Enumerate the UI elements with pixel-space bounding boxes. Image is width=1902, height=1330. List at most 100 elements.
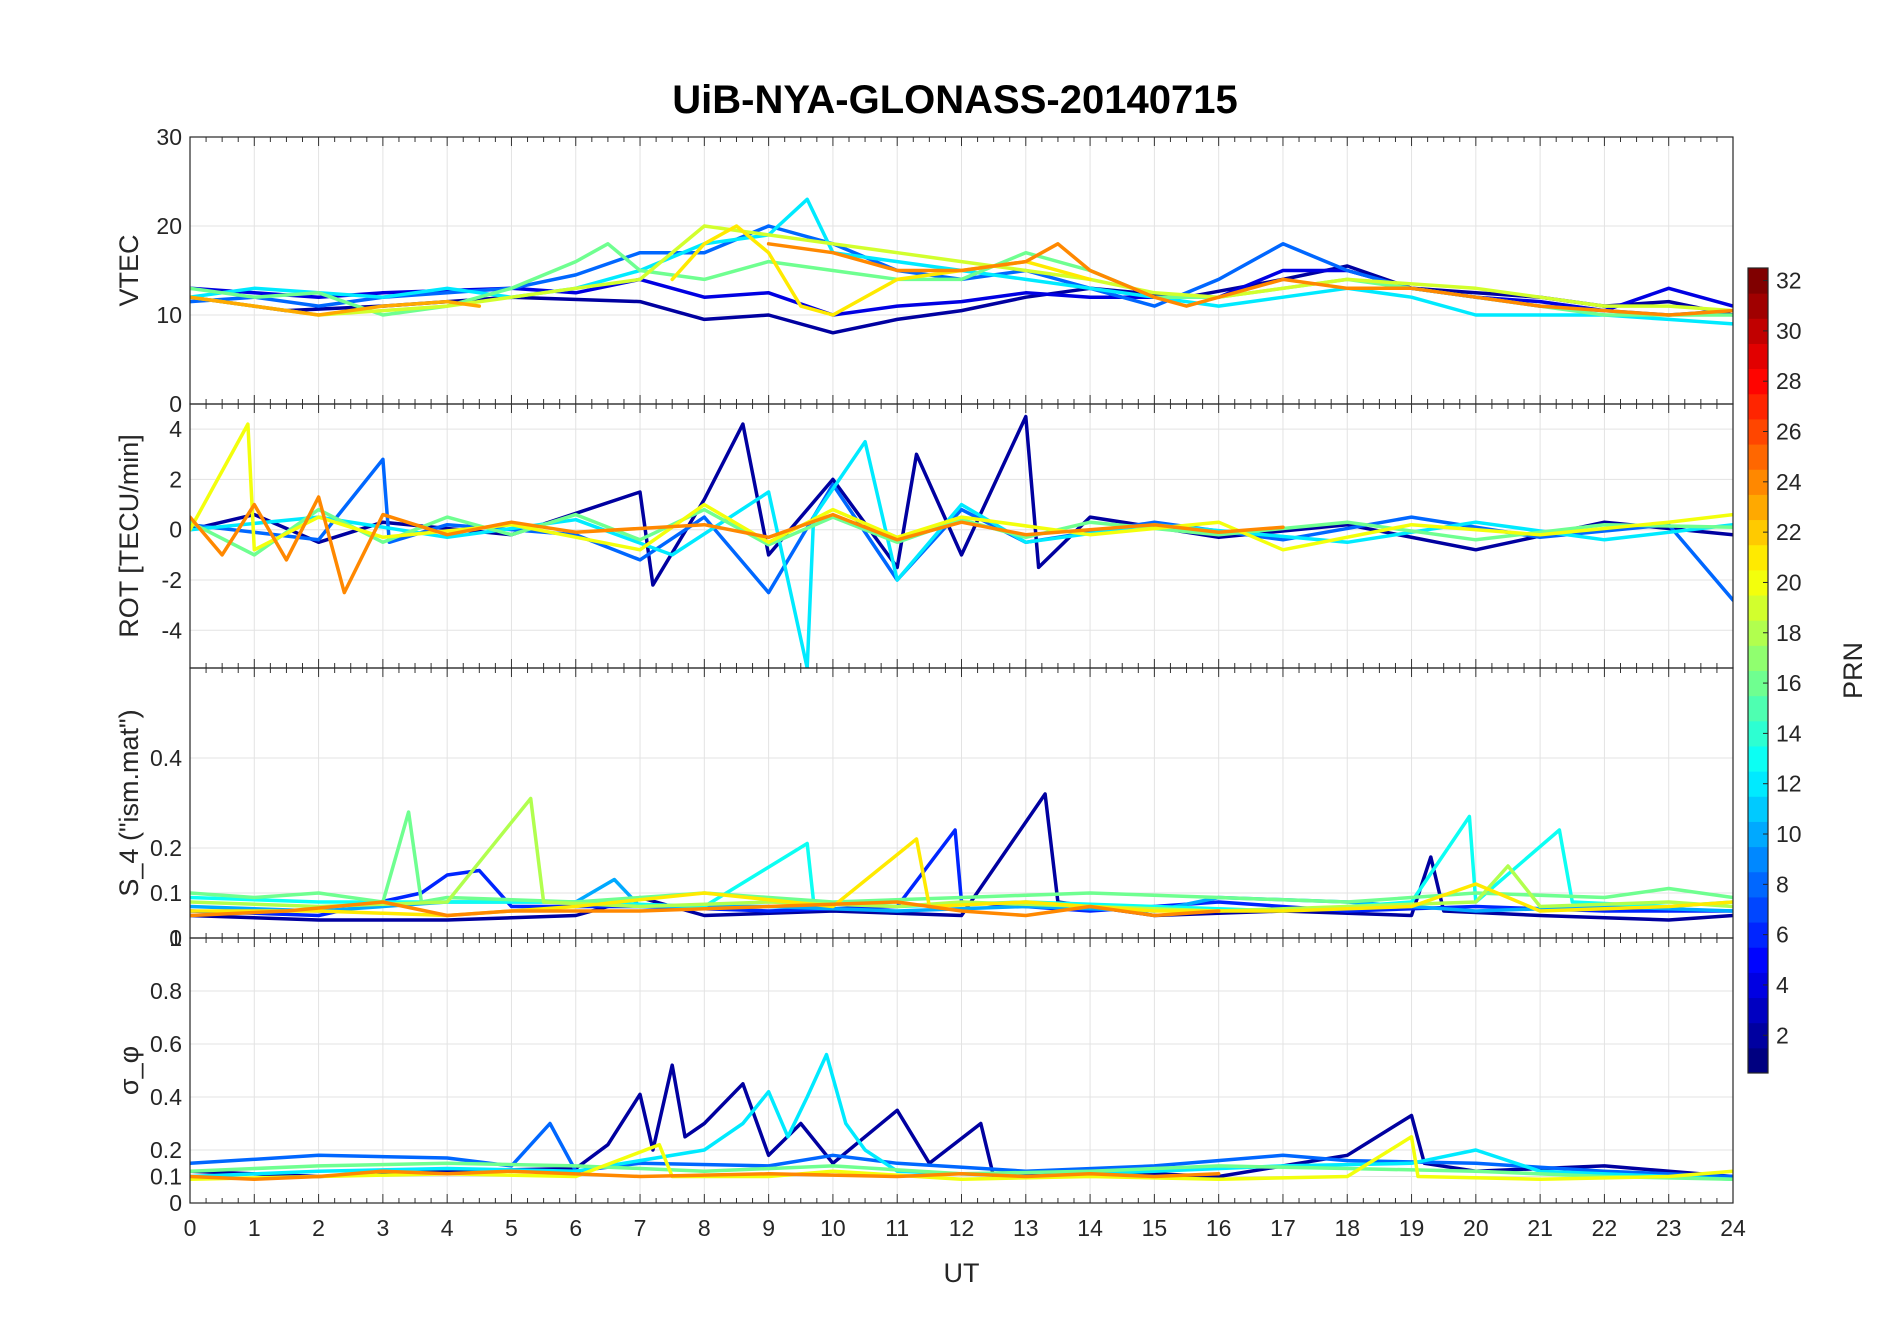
x-tick-label: 15 [1142,1215,1168,1241]
colorbar-segment [1748,645,1768,671]
x-tick-label: 12 [949,1215,975,1241]
colorbar-segment [1748,595,1768,621]
x-tick-label: 21 [1527,1215,1553,1241]
x-tick-label: 7 [634,1215,647,1241]
colorbar-tick-label: 14 [1776,720,1802,746]
colorbar-segment [1748,444,1768,470]
colorbar-label: PRN [1838,642,1868,699]
y-tick-label: 0.4 [150,1084,182,1110]
x-tick-label: 6 [569,1215,582,1241]
x-tick-label: 17 [1270,1215,1296,1241]
colorbar-tick-label: 4 [1776,972,1789,998]
colorbar-segment [1748,670,1768,697]
y-tick-label: 0.4 [150,745,182,771]
colorbar-segment [1748,1047,1768,1074]
chart-title: UiB-NYA-GLONASS-20140715 [672,78,1237,122]
x-tick-label: 13 [1013,1215,1039,1241]
x-tick-label: 10 [820,1215,846,1241]
y-tick-label: 0.1 [150,880,182,906]
panel-s4: 0 0.1 0.2 0.4S_4 ("ism.mat") [114,667,1734,951]
series-group [190,792,1733,922]
x-axis: 0 1 2 3 4 5 6 7 8 9 10 11 12 13 14 15 16 17 18 19 20 21 22 23 24… [184,1215,1746,1288]
y-tick-label: 0 [169,925,182,951]
x-tick-label: 23 [1656,1215,1682,1241]
x-tick-label: 16 [1206,1215,1232,1241]
y-axis-label: VTEC [114,234,144,306]
colorbar-tick-label: 2 [1776,1022,1789,1048]
y-tick-label: 0 [169,1190,182,1216]
colorbar-tick-label: 8 [1776,871,1789,897]
colorbar-segment [1748,544,1768,571]
colorbar-segment [1748,896,1768,923]
panel-rot: -4 -2 0 2 4 ROT [TECU/min] [114,403,1734,669]
y-tick-label: 2 [169,466,182,492]
series-line-prn-18 [190,796,1733,913]
series-line-prn-19 [190,224,1733,317]
colorbar-tick-label: 20 [1776,569,1802,595]
colorbar-tick-label: 6 [1776,922,1789,948]
colorbar-segment [1748,494,1768,521]
series-line-prn-23 [190,295,482,317]
series-line-prn-2 [190,1063,1733,1179]
colorbar-segment [1748,846,1768,873]
y-tick-label: 0 [169,517,182,543]
x-tick-label: 24 [1720,1215,1746,1241]
y-tick-label: 20 [156,213,182,239]
series-line-prn-24 [190,900,1221,918]
series-line-prn-8 [190,457,1733,602]
colorbar-segment [1748,1022,1768,1049]
colorbar-segment [1748,268,1768,294]
y-tick-label: 0.2 [150,1137,182,1163]
colorbar-tick-label: 30 [1776,318,1802,344]
x-tick-label: 9 [762,1215,775,1241]
colorbar-tick-label: 12 [1776,771,1802,797]
y-tick-label: 0 [169,391,182,417]
colorbar-tick-label: 28 [1776,368,1802,394]
y-tick-label: 0.6 [150,1031,182,1057]
y-tick-label: -2 [162,567,182,593]
colorbar-segment [1748,947,1768,973]
colorbar-tick-label: 18 [1776,620,1802,646]
x-tick-label: 14 [1077,1215,1103,1241]
x-tick-label: 18 [1334,1215,1360,1241]
y-tick-label: 4 [169,416,182,442]
colorbar-segment [1748,972,1768,999]
y-axis-label: S_4 ("ism.mat") [114,709,144,896]
colorbar-segment [1748,318,1768,344]
series-line-prn-16 [190,507,1733,557]
x-axis-label: UT [944,1258,980,1288]
x-tick-label: 1 [248,1215,261,1241]
colorbar-segment [1748,469,1768,495]
axes-frame [189,937,1734,1204]
colorbar-segment [1748,343,1768,370]
y-tick-label: 10 [156,302,182,328]
colorbar-segment [1748,393,1768,420]
colorbar-segment [1748,418,1768,445]
colorbar-tick-label: 10 [1776,821,1802,847]
y-axis-label: σ_φ [114,1046,144,1095]
series-line-prn-12 [190,1052,1733,1181]
series-group [190,414,1733,668]
colorbar-segment [1748,745,1768,772]
colorbar-segment [1748,569,1768,596]
colorbar-segment [1748,796,1768,822]
x-tick-label: 0 [184,1215,197,1241]
series-line-prn-12 [190,197,1733,326]
colorbar-segment [1748,821,1768,848]
colorbar-tick-label: 22 [1776,519,1802,545]
colorbar-segment [1748,695,1768,722]
colorbar-segment [1748,620,1768,646]
colorbar-segment [1748,293,1768,319]
colorbar-tick-label: 16 [1776,670,1802,696]
x-tick-label: 22 [1592,1215,1618,1241]
x-tick-label: 19 [1399,1215,1425,1241]
colorbar-tick-label: 24 [1776,469,1802,495]
x-tick-label: 3 [376,1215,389,1241]
colorbar-tick-label: 32 [1776,268,1802,294]
x-tick-label: 11 [885,1215,909,1241]
y-axis-label: ROT [TECU/min] [114,434,144,638]
